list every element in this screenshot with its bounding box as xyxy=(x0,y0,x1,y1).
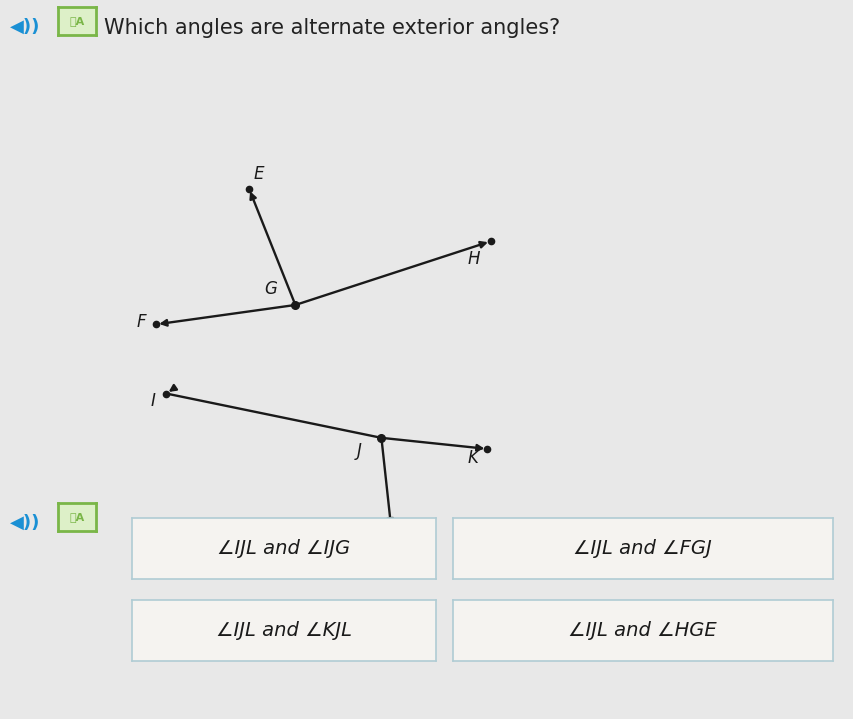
Text: Which angles are alternate exterior angles?: Which angles are alternate exterior angl… xyxy=(104,18,560,38)
Text: H: H xyxy=(467,249,479,267)
Text: ∠IJL and ∠KJL: ∠IJL and ∠KJL xyxy=(216,621,351,641)
Text: ∠IJL and ∠IJG: ∠IJL and ∠IJG xyxy=(217,539,351,558)
Text: I: I xyxy=(150,392,155,410)
Text: ∠IJL and ∠HGE: ∠IJL and ∠HGE xyxy=(567,621,717,641)
Text: K: K xyxy=(467,449,478,467)
Text: J: J xyxy=(357,441,361,459)
Text: ◀)): ◀)) xyxy=(10,514,41,532)
Text: 文A: 文A xyxy=(69,16,84,26)
Text: ∠IJL and ∠FGJ: ∠IJL and ∠FGJ xyxy=(572,539,711,558)
Text: G: G xyxy=(264,280,277,298)
Text: E: E xyxy=(253,165,264,183)
Text: ◀)): ◀)) xyxy=(10,18,41,36)
Text: F: F xyxy=(136,313,147,331)
Text: 文A: 文A xyxy=(69,512,84,522)
Text: L: L xyxy=(381,531,390,549)
